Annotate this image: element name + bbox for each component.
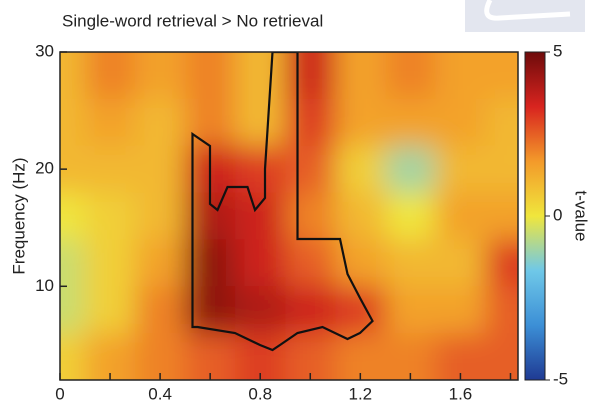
heat-cell	[60, 192, 86, 240]
heat-cell	[235, 98, 286, 147]
heat-cell	[60, 52, 86, 100]
x-tick-label: 1.2	[349, 384, 373, 403]
heat-cell	[135, 286, 186, 334]
heat-cell	[385, 98, 436, 147]
heat-cell	[135, 98, 186, 147]
heat-cell	[385, 239, 436, 287]
heat-cell	[335, 192, 386, 240]
heat-cell	[60, 98, 86, 147]
heat-cell	[235, 286, 286, 334]
heat-cell	[285, 286, 336, 334]
heat-cell	[185, 52, 236, 100]
heat-cell	[335, 98, 386, 147]
heat-cell	[285, 333, 336, 380]
heat-cell	[485, 239, 518, 287]
x-tick-label: 0.8	[248, 384, 272, 403]
colorbar-tick-label: 0	[553, 205, 562, 224]
heat-cell	[85, 52, 136, 100]
y-tick-label: 10	[35, 276, 54, 295]
heat-cell	[235, 192, 286, 240]
x-tick-label: 1.6	[449, 384, 473, 403]
heat-cell	[385, 333, 436, 380]
heat-cell	[485, 192, 518, 240]
heat-cell	[435, 192, 486, 240]
heat-cell	[485, 52, 518, 100]
heat-cell	[135, 145, 186, 194]
y-tick-label: 20	[35, 159, 54, 178]
heat-cell	[135, 333, 186, 380]
heat-cell	[485, 145, 518, 194]
heat-cell	[435, 333, 486, 380]
y-axis-label: Frequency (Hz)	[9, 157, 28, 274]
x-tick-label: 0	[55, 384, 64, 403]
heat-cell	[60, 239, 86, 287]
heat-cell	[135, 52, 186, 100]
heat-cell	[85, 286, 136, 334]
heat-cell	[385, 52, 436, 100]
heat-cell	[185, 333, 236, 380]
heat-cell	[85, 145, 136, 194]
heat-cell	[85, 239, 136, 287]
chart-title: Single-word retrieval > No retrieval	[62, 11, 323, 30]
heat-cell	[85, 333, 136, 380]
x-tick-label: 0.4	[148, 384, 172, 403]
colorbar-tick-label: 5	[553, 41, 562, 60]
plot-frame	[59, 51, 519, 381]
heat-cell	[285, 145, 336, 194]
heat-cell	[85, 98, 136, 147]
heat-cell	[285, 239, 336, 287]
heat-cell	[235, 52, 286, 100]
heat-cell	[435, 145, 486, 194]
heat-cell	[485, 98, 518, 147]
heat-cell	[485, 333, 518, 380]
heat-cell	[85, 192, 136, 240]
heat-cell	[435, 98, 486, 147]
heatmap	[60, 52, 518, 380]
colorbar	[524, 51, 546, 381]
heat-cell	[135, 192, 186, 240]
heat-cell	[60, 286, 86, 334]
heat-cell	[135, 239, 186, 287]
heat-cell	[285, 98, 336, 147]
heat-cell	[335, 52, 386, 100]
heat-cell	[335, 145, 386, 194]
heat-cell	[435, 286, 486, 334]
heat-cell	[485, 286, 518, 334]
logo	[465, 0, 585, 32]
heat-cell	[385, 286, 436, 334]
heat-cell	[385, 192, 436, 240]
heat-cell	[435, 239, 486, 287]
heat-cell	[235, 145, 286, 194]
heat-cell	[235, 333, 286, 380]
colorbar-label: t-value	[572, 190, 591, 241]
colorbar-tick-label: -5	[553, 369, 568, 388]
heat-cell	[335, 239, 386, 287]
heat-cell	[285, 52, 336, 100]
heat-cell	[335, 333, 386, 380]
heat-cell	[285, 192, 336, 240]
heat-cell	[335, 286, 386, 334]
heat-cell	[385, 145, 436, 194]
heat-cell	[60, 333, 86, 380]
heat-cell	[435, 52, 486, 100]
y-tick-label: 30	[35, 41, 54, 60]
heat-cell	[235, 239, 286, 287]
cluster-outline	[191, 52, 374, 352]
